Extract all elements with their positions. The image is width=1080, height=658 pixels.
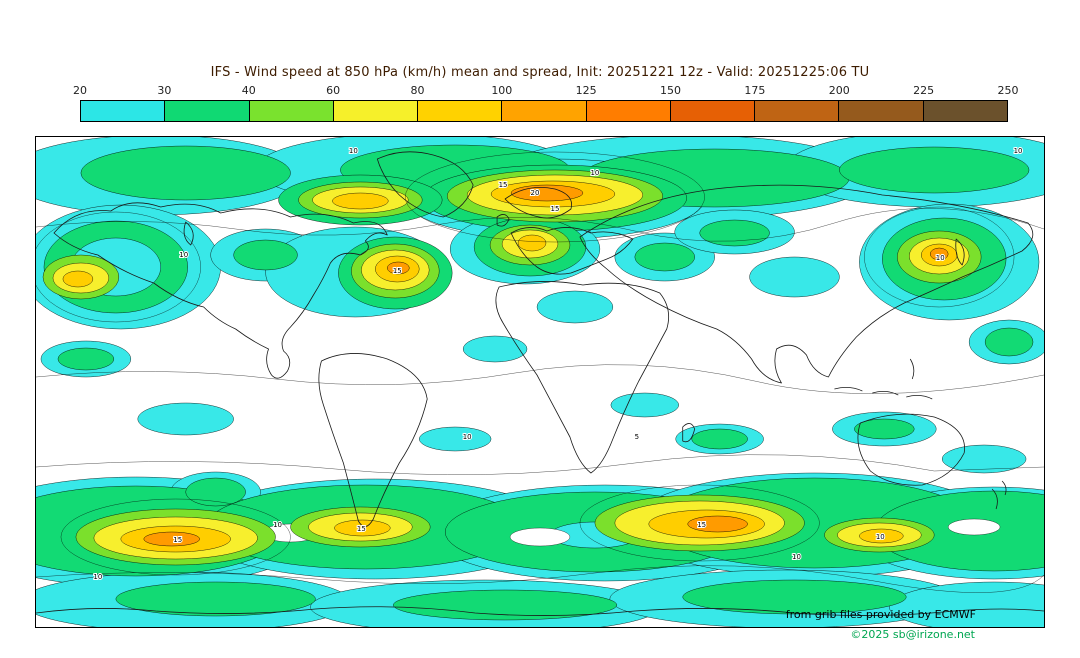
colorbar-tick: 150: [660, 84, 682, 97]
contour-label: 15: [499, 181, 508, 189]
colorbar-segment: [923, 101, 1007, 121]
contour-label: 10: [273, 521, 282, 529]
contour-label: 15: [357, 525, 366, 533]
credits-source: from grib files provided by ECMWF: [785, 608, 976, 621]
contour-label: 10: [179, 251, 188, 259]
contour-label: 10: [93, 573, 102, 581]
colorbar-tick: 225: [913, 84, 935, 97]
colorbar-tick: 175: [744, 84, 766, 97]
contour-label: 15: [551, 205, 560, 213]
colorbar-tick: 100: [491, 84, 513, 97]
colorbar-segment: [333, 101, 419, 121]
colorbar: 20 30 40 60 80 100 125 150 175 200 225 250: [73, 84, 1019, 122]
colorbar-segment: [670, 101, 756, 121]
colorbar-tick: 125: [575, 84, 597, 97]
contour-label: 10: [876, 533, 885, 541]
colorbar-segment: [839, 101, 924, 121]
colorbar-segment: [81, 101, 166, 121]
colorbar-tick: 60: [326, 84, 341, 97]
contour-label: 15: [173, 536, 182, 544]
weather-map: 10 15 10 15 20 10 15 10 15 10 15 10 10 5…: [35, 136, 1045, 628]
colorbar-segment: [249, 101, 334, 121]
colorbar-track: [80, 100, 1008, 122]
colorbar-tick: 80: [410, 84, 425, 97]
contour-label: 10: [936, 254, 945, 262]
colorbar-tick: 20: [73, 84, 87, 97]
contour-label: 15: [393, 267, 402, 275]
wind-field-plot: 10 15 10 15 20 10 15 10 15 10 15 10 10 5…: [36, 137, 1044, 627]
colorbar-tick: 200: [828, 84, 850, 97]
contour-label: 10: [1014, 147, 1023, 155]
contour-label: 20: [531, 189, 540, 197]
colorbar-segment: [755, 101, 840, 121]
colorbar-ticks: 20 30 40 60 80 100 125 150 175 200 225 250: [73, 84, 1019, 98]
colorbar-segment: [586, 101, 671, 121]
contour-label: 10: [590, 169, 599, 177]
contour-label: 5: [635, 433, 639, 441]
colorbar-tick: 40: [241, 84, 256, 97]
contour-label: 10: [792, 553, 801, 561]
colorbar-tick: 250: [997, 84, 1019, 97]
colorbar-segment: [502, 101, 587, 121]
page-title: IFS - Wind speed at 850 hPa (km/h) mean …: [210, 65, 870, 80]
colorbar-segment: [418, 101, 503, 121]
wind-fill-orange: [143, 184, 949, 547]
contour-label: 10: [463, 433, 472, 441]
colorbar-tick: 30: [157, 84, 172, 97]
contour-labels: 10 15 10 15 20 10 15 10 15 10 15 10 10 5…: [92, 146, 1023, 582]
colorbar-segment: [165, 101, 250, 121]
credits-copyright: ©2025 sb@irizone.net: [850, 628, 975, 641]
coastlines: [36, 151, 1044, 616]
contour-label: 15: [697, 521, 706, 529]
contour-label: 10: [349, 147, 358, 155]
spread-contours: [36, 151, 1044, 593]
